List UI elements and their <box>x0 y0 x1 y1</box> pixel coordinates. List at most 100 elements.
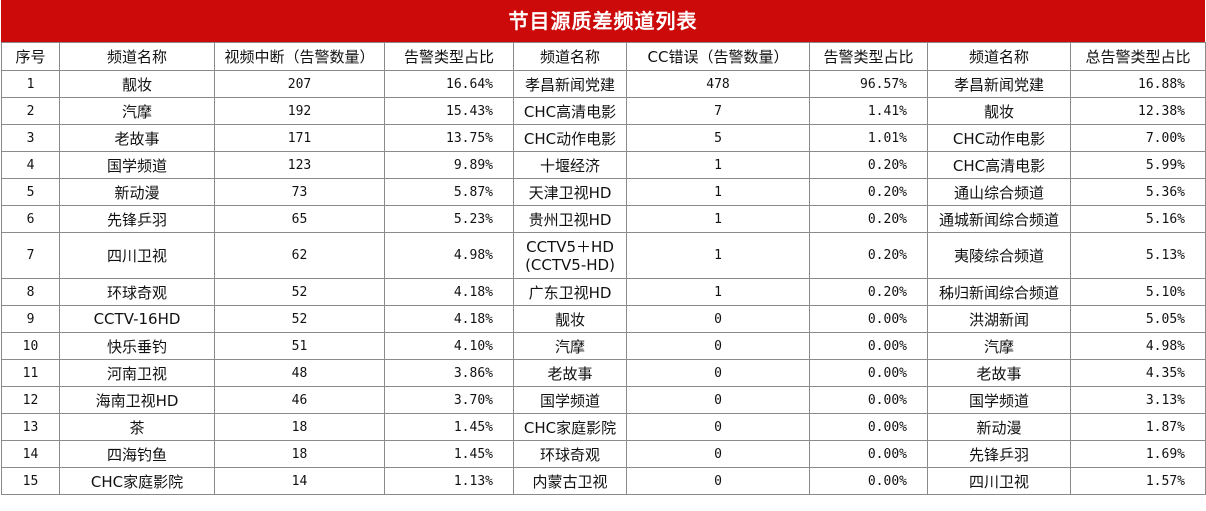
cc-channel-name: 国学频道 <box>513 386 627 414</box>
video-channel-name: 国学频道 <box>59 151 215 179</box>
video-interrupt-count: 73 <box>214 178 385 206</box>
video-ratio: 4.18% <box>384 278 514 306</box>
cc-ratio: 0.00% <box>809 413 928 441</box>
cc-channel-name: 靓妆 <box>513 305 627 333</box>
cc-error-count: 0 <box>626 440 810 468</box>
table-row: 9 CCTV-16HD 52 4.18% 靓妆 0 0.00% 洪湖新闻 5.05% <box>1 305 1206 333</box>
table-row: 8 环球奇观 52 4.18% 广东卫视HD 1 0.20% 秭归新闻综合频道 5.10% <box>1 278 1206 306</box>
total-channel-name: 通城新闻综合频道 <box>927 205 1071 233</box>
video-channel-name: 先锋乒羽 <box>59 205 215 233</box>
header-cc-ratio: 告警类型占比 <box>809 42 928 71</box>
video-interrupt-count: 52 <box>214 278 385 306</box>
row-index: 9 <box>1 305 60 333</box>
total-ratio: 5.99% <box>1070 151 1206 179</box>
video-interrupt-count: 48 <box>214 359 385 387</box>
video-channel-name: 河南卫视 <box>59 359 215 387</box>
video-channel-name: 新动漫 <box>59 178 215 206</box>
header-cc-channel: 频道名称 <box>513 42 627 71</box>
header-video-interrupt-count: 视频中断（告警数量） <box>214 42 385 71</box>
total-channel-name: 先锋乒羽 <box>927 440 1071 468</box>
total-channel-name: 四川卫视 <box>927 467 1071 495</box>
cc-ratio: 0.20% <box>809 278 928 306</box>
cc-ratio: 0.00% <box>809 386 928 414</box>
total-ratio: 3.13% <box>1070 386 1206 414</box>
video-interrupt-count: 123 <box>214 151 385 179</box>
total-channel-name: CHC动作电影 <box>927 124 1071 152</box>
cc-error-count: 0 <box>626 386 810 414</box>
row-index: 13 <box>1 413 60 441</box>
row-index: 5 <box>1 178 60 206</box>
video-channel-name: CCTV-16HD <box>59 305 215 333</box>
header-row: 序号 频道名称 视频中断（告警数量） 告警类型占比 频道名称 CC错误（告警数量… <box>1 42 1206 71</box>
cc-channel-name: 天津卫视HD <box>513 178 627 206</box>
row-index: 8 <box>1 278 60 306</box>
video-ratio: 1.45% <box>384 413 514 441</box>
cc-channel-name: 老故事 <box>513 359 627 387</box>
total-channel-name: 通山综合频道 <box>927 178 1071 206</box>
cc-ratio: 0.00% <box>809 332 928 360</box>
total-ratio: 4.35% <box>1070 359 1206 387</box>
cc-channel-name: CCTV5＋HD (CCTV5-HD) <box>513 232 627 279</box>
video-channel-name: 茶 <box>59 413 215 441</box>
cc-channel-name: 贵州卫视HD <box>513 205 627 233</box>
cc-ratio: 0.20% <box>809 232 928 279</box>
video-interrupt-count: 14 <box>214 467 385 495</box>
row-index: 1 <box>1 70 60 98</box>
cc-error-count: 0 <box>626 467 810 495</box>
video-channel-name: 海南卫视HD <box>59 386 215 414</box>
video-ratio: 13.75% <box>384 124 514 152</box>
cc-error-count: 5 <box>626 124 810 152</box>
cc-channel-name: CHC家庭影院 <box>513 413 627 441</box>
cc-ratio: 96.57% <box>809 70 928 98</box>
row-index: 3 <box>1 124 60 152</box>
cc-channel-name: 环球奇观 <box>513 440 627 468</box>
header-video-ratio: 告警类型占比 <box>384 42 514 71</box>
header-video-channel: 频道名称 <box>59 42 215 71</box>
table-row: 10 快乐垂钓 51 4.10% 汽摩 0 0.00% 汽摩 4.98% <box>1 332 1206 360</box>
video-ratio: 16.64% <box>384 70 514 98</box>
table-row: 5 新动漫 73 5.87% 天津卫视HD 1 0.20% 通山综合频道 5.36% <box>1 178 1206 206</box>
row-index: 15 <box>1 467 60 495</box>
video-channel-name: 老故事 <box>59 124 215 152</box>
report-panel: 节目源质差频道列表 序号 频道名称 视频中断（告警数量） 告警类型占比 频道名称… <box>1 0 1206 495</box>
cc-error-count: 1 <box>626 278 810 306</box>
row-index: 7 <box>1 232 60 279</box>
table-body: 1 靓妆 207 16.64% 孝昌新闻党建 478 96.57% 孝昌新闻党建 16.88% 2… <box>1 70 1206 495</box>
cc-error-count: 1 <box>626 178 810 206</box>
cc-ratio: 0.00% <box>809 305 928 333</box>
total-ratio: 1.57% <box>1070 467 1206 495</box>
table-row: 1 靓妆 207 16.64% 孝昌新闻党建 478 96.57% 孝昌新闻党建 16.88% <box>1 70 1206 98</box>
video-interrupt-count: 18 <box>214 413 385 441</box>
row-index: 11 <box>1 359 60 387</box>
video-ratio: 4.10% <box>384 332 514 360</box>
total-ratio: 5.13% <box>1070 232 1206 279</box>
video-interrupt-count: 52 <box>214 305 385 333</box>
table-row: 3 老故事 171 13.75% CHC动作电影 5 1.01% CHC动作电影 7.00% <box>1 124 1206 152</box>
row-index: 12 <box>1 386 60 414</box>
cc-channel-name: CHC高清电影 <box>513 97 627 125</box>
cc-error-count: 1 <box>626 205 810 233</box>
video-interrupt-count: 62 <box>214 232 385 279</box>
total-ratio: 5.36% <box>1070 178 1206 206</box>
total-channel-name: 秭归新闻综合频道 <box>927 278 1071 306</box>
total-ratio: 16.88% <box>1070 70 1206 98</box>
table-row: 12 海南卫视HD 46 3.70% 国学频道 0 0.00% 国学频道 3.13% <box>1 386 1206 414</box>
row-index: 2 <box>1 97 60 125</box>
video-interrupt-count: 207 <box>214 70 385 98</box>
video-ratio: 15.43% <box>384 97 514 125</box>
cc-ratio: 0.20% <box>809 205 928 233</box>
header-total-ratio: 总告警类型占比 <box>1070 42 1206 71</box>
video-ratio: 9.89% <box>384 151 514 179</box>
video-channel-name: 四川卫视 <box>59 232 215 279</box>
total-channel-name: 孝昌新闻党建 <box>927 70 1071 98</box>
header-total-channel: 频道名称 <box>927 42 1071 71</box>
total-ratio: 5.16% <box>1070 205 1206 233</box>
video-interrupt-count: 65 <box>214 205 385 233</box>
cc-error-count: 7 <box>626 97 810 125</box>
cc-error-count: 1 <box>626 151 810 179</box>
cc-ratio: 0.00% <box>809 359 928 387</box>
total-ratio: 5.10% <box>1070 278 1206 306</box>
video-channel-name: 汽摩 <box>59 97 215 125</box>
video-ratio: 5.87% <box>384 178 514 206</box>
header-cc-error-count: CC错误（告警数量） <box>626 42 810 71</box>
